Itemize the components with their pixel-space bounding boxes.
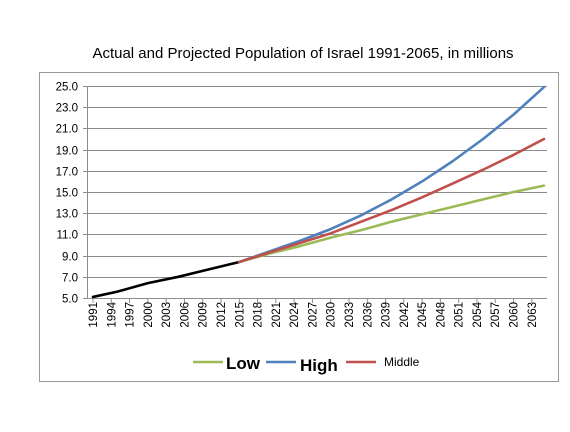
x-tick-label: 2006 bbox=[179, 302, 191, 328]
legend: Low High Middle bbox=[193, 354, 420, 375]
x-tick-label: 2027 bbox=[307, 302, 319, 328]
series-line-actual bbox=[91, 260, 241, 299]
x-tick-label: 2009 bbox=[198, 302, 210, 328]
x-tick-label: 2060 bbox=[509, 302, 521, 328]
y-tick-label: 11.0 bbox=[56, 230, 78, 242]
y-tick-label: 19.0 bbox=[56, 146, 78, 158]
chart-frame bbox=[39, 72, 559, 382]
x-tick-label: 2033 bbox=[344, 302, 356, 328]
y-tick-label: 23.0 bbox=[56, 103, 78, 115]
x-tick-label: 2048 bbox=[435, 302, 447, 328]
y-tick-labels: 5.0 7.0 9.0 11.0 13.0 15.0 17.0 19.0 21.0 23.0 25.… bbox=[56, 82, 78, 306]
x-tick-label: 2039 bbox=[381, 302, 393, 328]
y-tick-label: 13.0 bbox=[56, 209, 78, 221]
y-tick-label: 15.0 bbox=[56, 188, 78, 200]
x-tick-label: 2015 bbox=[234, 302, 246, 328]
x-tick-label: 1997 bbox=[125, 302, 137, 328]
x-tick-label: 2051 bbox=[454, 302, 466, 328]
x-tick-label: 1991 bbox=[88, 302, 100, 328]
y-tick-label: 21.0 bbox=[56, 124, 78, 136]
legend-label-low: Low bbox=[226, 354, 261, 373]
x-tick-label: 2021 bbox=[271, 302, 283, 328]
x-tick-label: 2045 bbox=[417, 302, 429, 328]
x-tick-label: 2024 bbox=[289, 301, 301, 327]
y-tick-label: 7.0 bbox=[62, 273, 78, 285]
x-tick-label: 2042 bbox=[399, 302, 411, 328]
y-tick-label: 9.0 bbox=[62, 252, 78, 264]
x-tick-label: 2000 bbox=[143, 302, 155, 328]
x-tick-label: 2063 bbox=[527, 302, 539, 328]
series-line-high bbox=[237, 85, 546, 264]
x-tick-label: 2003 bbox=[161, 302, 173, 328]
x-tick-label: 2012 bbox=[216, 302, 228, 328]
series-line-low bbox=[237, 184, 546, 264]
x-tick-label: 2018 bbox=[253, 302, 265, 328]
x-tick-label: 1994 bbox=[106, 301, 118, 327]
x-tick-label: 2030 bbox=[326, 302, 338, 328]
x-tick-labels: 1991 1994 1997 2000 2003 2006 2009 2012 2015 2018… bbox=[88, 301, 539, 327]
legend-label-high: High bbox=[300, 356, 338, 375]
axes bbox=[87, 86, 547, 299]
legend-label-middle: Middle bbox=[384, 355, 420, 369]
y-tick-label: 25.0 bbox=[56, 82, 78, 94]
x-tick-label: 2054 bbox=[472, 301, 484, 327]
chart-title: Actual and Projected Population of Israe… bbox=[92, 45, 513, 62]
y-tick-label: 17.0 bbox=[56, 167, 78, 179]
series-line-middle bbox=[237, 137, 546, 264]
y-tick-label: 5.0 bbox=[62, 294, 78, 306]
series-lines bbox=[91, 85, 546, 299]
x-tick-label: 2057 bbox=[490, 302, 502, 328]
x-tick-label: 2036 bbox=[362, 302, 374, 328]
